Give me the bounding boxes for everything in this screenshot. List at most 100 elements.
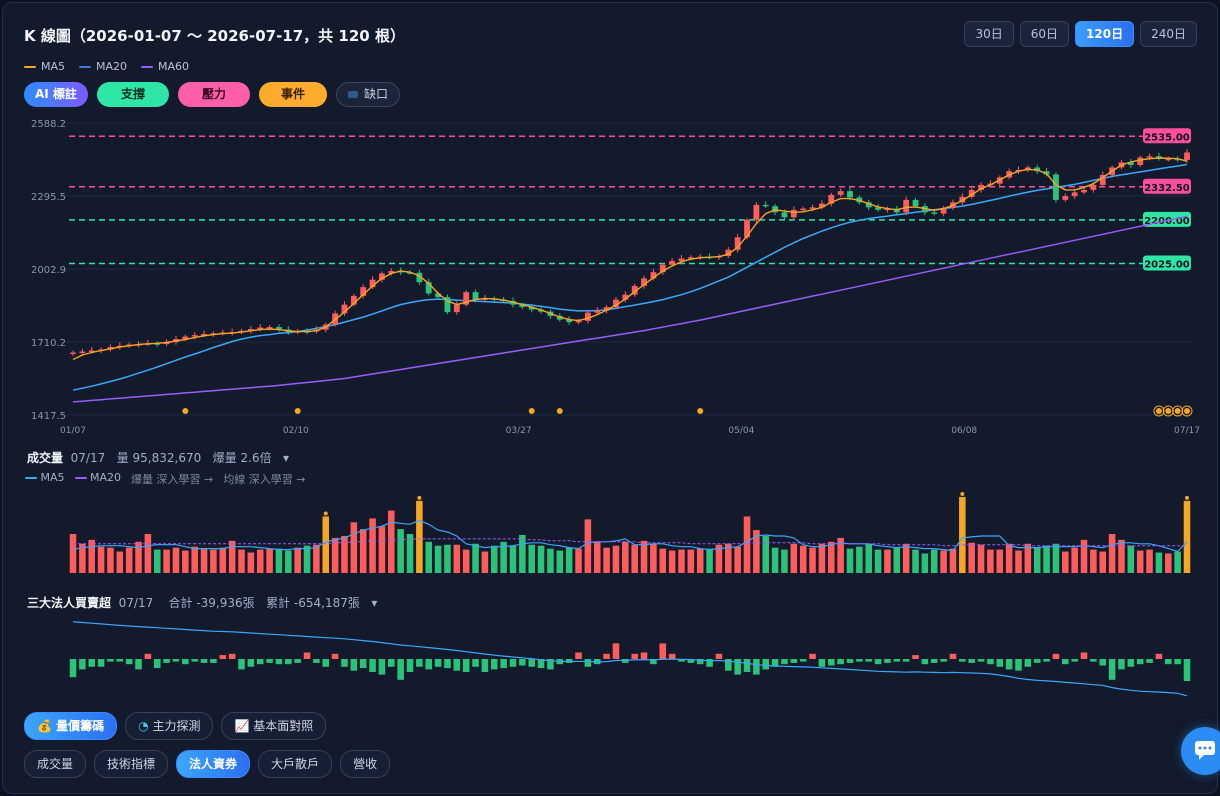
volume-bar [462, 549, 470, 573]
net-bar [191, 659, 198, 662]
candle [781, 212, 788, 218]
event-chip[interactable]: 事件 [258, 82, 327, 107]
volume-bar [378, 526, 386, 573]
radar-icon: ◔ [138, 719, 149, 733]
period-240-button[interactable]: 240日 [1140, 21, 1197, 47]
volume-bar [500, 541, 507, 573]
volume-bar [622, 541, 629, 573]
net-bar [200, 659, 208, 663]
burst-learn-link[interactable]: 爆量 深入學習 → [131, 473, 214, 486]
event-marker [556, 408, 563, 414]
tab-institutional[interactable]: 法人資券 [176, 750, 251, 778]
candle [1099, 174, 1106, 185]
net-bar [968, 659, 975, 663]
tab-fundamentals[interactable]: 📈 基本面對照 [221, 712, 327, 740]
net-bar [687, 659, 695, 663]
volume-bar [107, 547, 114, 573]
volume-bar [153, 549, 161, 573]
volume-bar [1071, 547, 1078, 573]
volume-bar [1155, 552, 1163, 573]
volume-bar [172, 547, 180, 573]
legend-ma20[interactable]: MA20 [79, 60, 127, 73]
institutional-caret-icon[interactable]: ▾ [371, 596, 378, 610]
net-bar [921, 659, 929, 665]
gap-chip[interactable]: 缺口 [335, 82, 400, 107]
net-bar [696, 659, 704, 665]
candle [1024, 167, 1031, 170]
support-chip[interactable]: 支撐 [96, 82, 169, 107]
candle [1043, 171, 1050, 175]
candle [1090, 184, 1097, 190]
chart-title: K 線圖（2026-01-07 ～ 2026-07-17，共 120 根） [24, 27, 405, 45]
candle [594, 310, 601, 313]
chat-button[interactable] [1181, 727, 1220, 775]
volume-bar [1118, 539, 1125, 573]
legend-ma5[interactable]: MA5 [24, 60, 65, 73]
net-bar [397, 659, 404, 680]
net-bar [107, 659, 114, 662]
volume-bar [144, 534, 152, 573]
candle [1165, 158, 1172, 161]
ma-legend: MA5 MA20 MA60 [24, 60, 189, 73]
net-bar [781, 659, 788, 665]
volume-bar [519, 534, 526, 573]
period-30-button[interactable]: 30日 [964, 21, 1014, 47]
period-60-button[interactable]: 60日 [1019, 21, 1070, 47]
net-bar [762, 659, 770, 670]
candle [762, 204, 769, 207]
net-bar [659, 643, 667, 659]
period-120-button[interactable]: 120日 [1075, 21, 1135, 47]
x-tick-label: 05/04 [728, 426, 754, 436]
candle [669, 260, 676, 265]
candle [566, 319, 573, 323]
legend-ma60[interactable]: MA60 [141, 60, 189, 73]
net-bar [846, 659, 854, 663]
volume-ma20-line [73, 538, 1187, 547]
pressure-chip[interactable]: 壓力 [177, 82, 250, 107]
net-bar [799, 659, 807, 662]
volume-bar [631, 544, 638, 573]
volume-bar [1174, 551, 1181, 573]
volume-bar [706, 548, 713, 573]
net-bar [940, 659, 947, 662]
overlay-chips: AI 標註 支撐 壓力 事件 缺口 [24, 82, 400, 107]
volume-bar [930, 549, 938, 573]
tab-major-retail[interactable]: 大戶散戶 [258, 750, 333, 778]
volume-bar [959, 496, 966, 573]
burst-marker [323, 511, 328, 516]
x-tick-label: 01/07 [60, 426, 86, 436]
volume-bar [743, 516, 751, 573]
net-bar [116, 659, 124, 662]
candle [425, 282, 432, 294]
volume-bar [116, 551, 124, 573]
net-bar [809, 653, 816, 659]
candle [734, 237, 741, 250]
net-bar [1155, 653, 1163, 659]
y-tick-label: 1417.5 [31, 411, 66, 422]
vol-legend-ma5: MA5 [25, 471, 65, 487]
candle [472, 292, 479, 300]
volume-bar [556, 550, 564, 573]
volume-bar [884, 549, 891, 573]
tab-revenue[interactable]: 營收 [340, 750, 391, 778]
candle [379, 273, 385, 280]
ai-annotation-chip[interactable]: AI 標註 [24, 82, 88, 107]
volume-bar [1043, 545, 1050, 573]
volume-legend: MA5 MA20 爆量 深入學習 → 均線 深入學習 → [25, 471, 305, 487]
event-marker-ring [1181, 405, 1193, 417]
net-bar [631, 653, 638, 659]
volume-bar [1080, 539, 1088, 573]
volume-bar [603, 547, 610, 573]
tab-technical[interactable]: 技術指標 [94, 750, 169, 778]
tab-volume[interactable]: 成交量 [24, 750, 87, 778]
vol-legend-ma20: MA20 [74, 471, 121, 487]
candle [182, 336, 189, 340]
tab-main-force[interactable]: ◔ 主力探測 [125, 712, 214, 740]
ma-learn-link[interactable]: 均線 深入學習 → [223, 473, 306, 486]
tab-volume-chips[interactable]: 💰 量價籌碼 [24, 712, 118, 740]
volume-caret-icon[interactable]: ▾ [283, 451, 290, 465]
net-bar [640, 652, 648, 659]
net-bar [706, 659, 713, 667]
volume-bar [359, 529, 367, 573]
